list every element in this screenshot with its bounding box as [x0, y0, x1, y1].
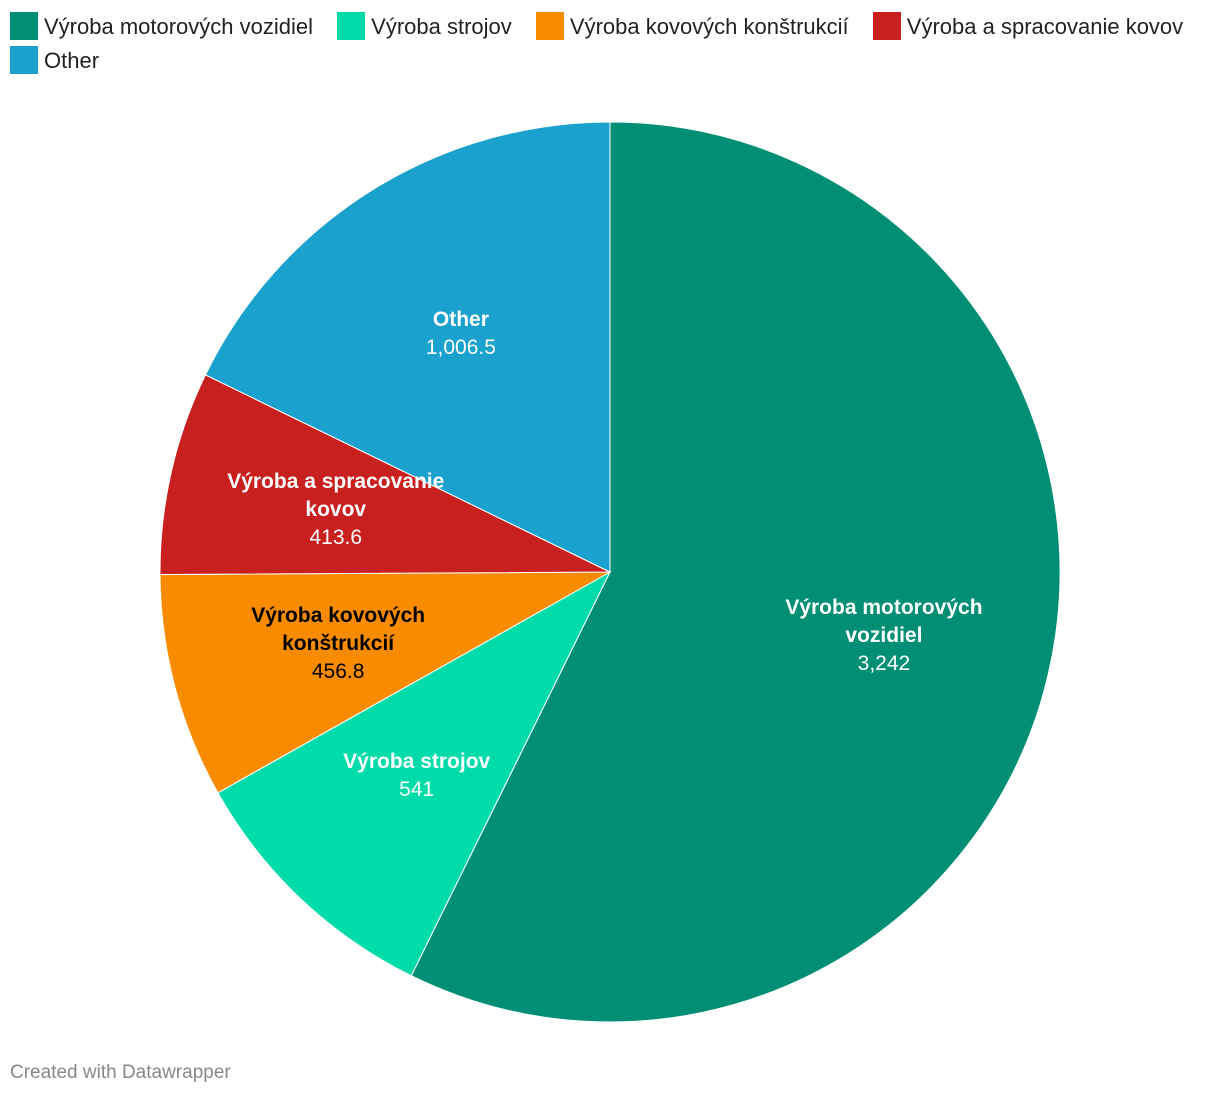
legend-swatch [535, 12, 564, 40]
slice-value: 541 [399, 778, 435, 802]
slice-value: 1,006.5 [425, 335, 496, 359]
legend-swatch [337, 12, 366, 40]
pie-slice [159, 374, 611, 576]
slice-category: Výroba a spracovanie kovov [227, 469, 445, 521]
pie-slice [204, 121, 611, 573]
slice-label: Výroba motorových vozidiel 3,242 [774, 594, 994, 678]
slice-value: 456.8 [311, 660, 365, 684]
pie-slice [410, 121, 1061, 1023]
legend-item: Výroba motorových vozidiel [10, 12, 314, 40]
slice-label: Výroba strojov 541 [307, 748, 527, 804]
pie-slice [217, 570, 612, 977]
slice-label: Other 1,006.5 [351, 306, 571, 362]
legend-label: Výroba strojov [371, 14, 512, 39]
legend-item: Výroba a spracovanie kovov [872, 12, 1184, 40]
legend-swatch [10, 46, 38, 74]
legend-swatch [872, 12, 901, 40]
slice-label: Výroba kovových konštrukcií 456.8 [228, 602, 448, 686]
legend-item: Výroba strojov [337, 12, 512, 40]
credit: Created with Datawrapper [10, 1062, 231, 1083]
slice-category: Výroba motorových vozidiel [785, 595, 983, 647]
legend: Výroba motorových vozidiel Výroba strojo… [10, 10, 1210, 78]
legend-item: Výroba kovových konštrukcií [535, 12, 849, 40]
legend-label: Other [44, 48, 100, 73]
slice-value: 3,242 [857, 651, 911, 675]
slice-category: Výroba kovových konštrukcií [251, 604, 426, 656]
legend-item: Other [10, 46, 100, 74]
slice-value: 413.6 [309, 525, 363, 549]
slice-label: Výroba a spracovanie kovov 413.6 [226, 468, 446, 552]
legend-label: Výroba motorových vozidiel [44, 14, 314, 39]
slice-category: Other [432, 307, 489, 331]
pie-slice [159, 571, 612, 794]
legend-swatch [10, 12, 38, 40]
legend-label: Výroba a spracovanie kovov [906, 14, 1184, 39]
legend-label: Výroba kovových konštrukcií [569, 14, 849, 39]
slice-category: Výroba strojov [343, 750, 491, 774]
